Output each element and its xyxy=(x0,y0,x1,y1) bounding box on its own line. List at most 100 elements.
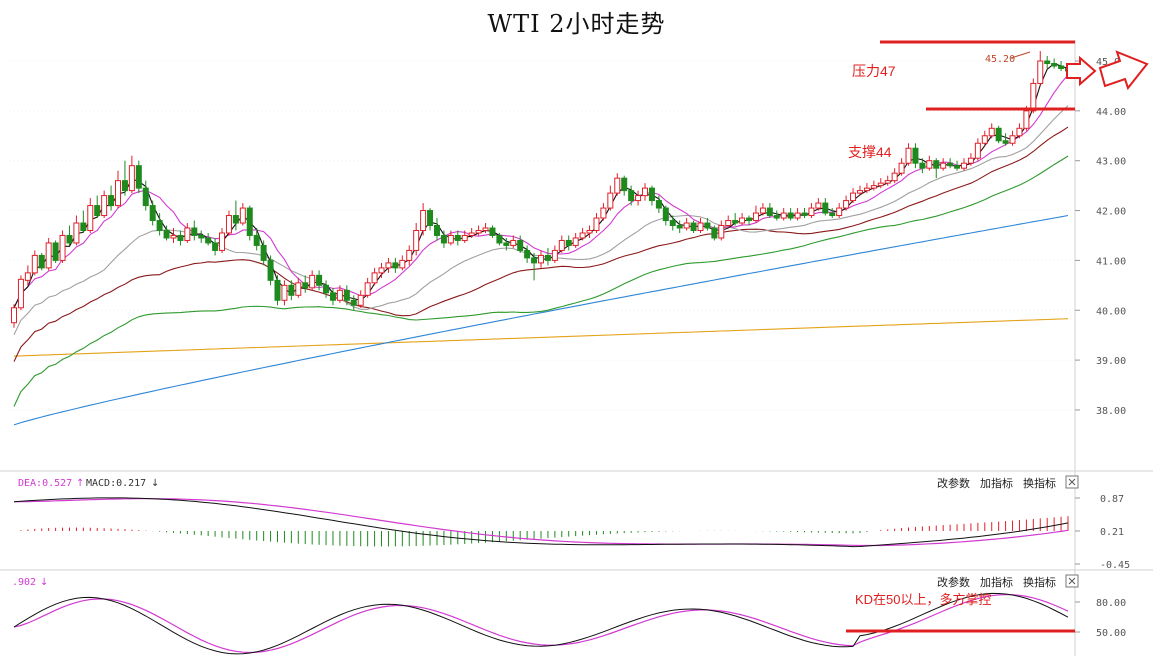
candle-bearish xyxy=(156,220,163,231)
candle-bearish xyxy=(954,165,961,169)
chart-title: WTI 2小时走势 xyxy=(487,10,666,38)
candle-bullish xyxy=(1037,60,1044,84)
candle-bullish xyxy=(981,135,988,144)
candle-bearish xyxy=(80,222,87,231)
candle-bearish xyxy=(801,212,808,217)
macd-signal-line xyxy=(13,498,1069,547)
support-label: 支撑44 xyxy=(848,144,892,160)
macd-panel: 0.87 0.21 -0.45 xyxy=(13,494,1130,571)
kd-add-indicator-button[interactable]: 加指标 xyxy=(980,575,1013,589)
candle-bearish xyxy=(565,239,572,246)
y-tick-label: 45.00 xyxy=(1096,57,1126,68)
candle-bearish xyxy=(392,262,399,269)
candle-bullish xyxy=(759,207,766,214)
candle-bullish xyxy=(225,215,232,234)
candle-bearish xyxy=(94,205,101,217)
candle-bullish xyxy=(586,229,593,234)
candle-bullish xyxy=(558,239,565,251)
candle-bearish xyxy=(288,284,295,296)
candle-bullish xyxy=(856,190,863,194)
candle-bullish xyxy=(642,187,649,197)
macd-line xyxy=(13,497,1069,548)
kd-k-line xyxy=(13,592,1069,655)
y-tick-label: 38.00 xyxy=(1096,406,1126,417)
candle-bearish xyxy=(329,292,336,301)
macd-tick-label: 0.21 xyxy=(1100,527,1124,538)
macd-add-indicator-button[interactable]: 加指标 xyxy=(980,476,1013,490)
ma10-line xyxy=(13,74,1069,309)
candle-bearish xyxy=(1058,65,1065,69)
candle-bullish xyxy=(974,142,981,159)
kd-legend: .902 xyxy=(12,577,36,588)
candle-bullish xyxy=(461,234,468,241)
candle-bearish xyxy=(1002,140,1009,144)
ma250-line xyxy=(13,318,1069,357)
macd-down-arrow-icon: ↓ xyxy=(151,478,159,489)
candle-bullish xyxy=(877,182,884,187)
y-tick-label: 39.00 xyxy=(1096,356,1126,367)
candle-bullish xyxy=(413,229,420,251)
candle-bullish xyxy=(371,272,378,284)
candle-bearish xyxy=(427,210,434,227)
candle-bullish xyxy=(1016,127,1023,137)
candle-bearish xyxy=(933,160,940,169)
candle-bearish xyxy=(524,249,531,259)
candle-bearish xyxy=(787,212,794,219)
candle-bearish xyxy=(489,227,496,236)
kd-annotation: KD在50以上，多方掌控 xyxy=(855,592,992,607)
candle-bearish xyxy=(433,225,440,236)
candle-bearish xyxy=(108,195,115,207)
macd-change-params-button[interactable]: 改参数 xyxy=(937,476,970,490)
candle-bullish xyxy=(295,282,302,296)
candle-bullish xyxy=(988,127,995,137)
macd-legend: MACD:0.217 xyxy=(86,478,146,489)
ma120-line xyxy=(13,214,1069,426)
candle-bearish xyxy=(198,234,205,239)
candle-bullish xyxy=(551,249,558,261)
candle-bullish xyxy=(884,180,891,184)
candle-bearish xyxy=(212,242,219,251)
candle-bullish xyxy=(780,212,787,219)
candle-bearish xyxy=(517,239,524,251)
candle-bearish xyxy=(246,207,253,236)
kd-switch-indicator-button[interactable]: 换指标 xyxy=(1023,575,1056,589)
candle-bearish xyxy=(947,162,954,167)
candle-bullish xyxy=(538,254,544,264)
candle-bearish xyxy=(440,234,447,244)
ma60-line xyxy=(13,155,1069,407)
candle-bearish xyxy=(191,227,198,236)
candle-bullish xyxy=(1009,135,1016,144)
ma30-line xyxy=(13,126,1069,362)
candle-bearish xyxy=(912,147,919,164)
macd-switch-indicator-button[interactable]: 换指标 xyxy=(1023,476,1056,490)
candle-bearish xyxy=(149,205,156,222)
kd-change-params-button[interactable]: 改参数 xyxy=(937,575,970,589)
candle-bullish xyxy=(863,187,870,192)
candle-bullish xyxy=(11,307,17,324)
candle-bearish xyxy=(662,207,669,222)
candle-bullish xyxy=(281,284,288,301)
candle-bearish xyxy=(503,242,510,246)
macd-close-button[interactable] xyxy=(1065,475,1079,489)
price-grid xyxy=(10,60,1075,411)
y-tick-label: 41.00 xyxy=(1096,256,1126,267)
arrow-right-icon xyxy=(1066,55,1097,87)
candle-bullish xyxy=(87,205,94,231)
candle-bullish xyxy=(752,212,759,222)
candle-bullish xyxy=(843,200,850,209)
candle-bearish xyxy=(628,190,635,202)
candle-bullish xyxy=(683,222,690,229)
candle-bullish xyxy=(718,225,725,239)
candle-bullish xyxy=(593,217,600,231)
kd-tick-label: 80.00 xyxy=(1096,598,1126,609)
candle-bullish xyxy=(309,274,316,289)
candle-bullish xyxy=(960,162,967,169)
candle-bullish xyxy=(357,294,364,306)
y-tick-label: 40.00 xyxy=(1096,306,1126,317)
candle-bullish xyxy=(815,202,822,209)
kd-close-button[interactable] xyxy=(1065,574,1079,588)
candle-bullish xyxy=(128,165,135,192)
high-price-leader xyxy=(1010,51,1031,59)
